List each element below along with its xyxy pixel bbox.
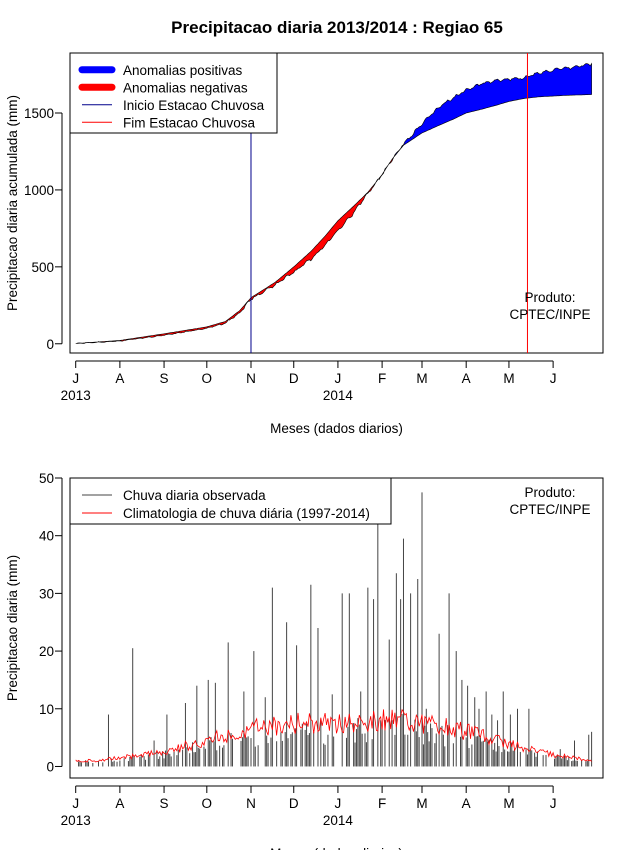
x-tick-label: M — [416, 796, 427, 811]
annotation-line: Produto: — [524, 485, 575, 500]
y-tick-label: 20 — [39, 644, 54, 659]
x-tick-label: A — [115, 371, 124, 386]
legend-label: Inicio Estacao Chuvosa — [123, 98, 265, 113]
positive-anomaly-area — [76, 342, 82, 344]
x-tick-label: N — [246, 796, 256, 811]
y-tick-label: 0 — [46, 759, 54, 774]
y-tick-label: 30 — [39, 586, 54, 601]
x-tick-label: O — [202, 796, 213, 811]
x-tick-label: S — [160, 796, 169, 811]
x-tick-label: M — [503, 796, 514, 811]
legend-label: Chuva diaria observada — [123, 488, 266, 503]
x-tick-label: J — [72, 371, 79, 386]
figure-title: Precipitacao diaria 2013/2014 : Regiao 6… — [171, 18, 503, 37]
observed-daily-bars — [78, 492, 593, 767]
x-tick-label: M — [416, 371, 427, 386]
x-tick-label: A — [115, 796, 124, 811]
x-tick-label: J — [335, 371, 342, 386]
plot-frame — [69, 52, 604, 354]
x-tick-label: F — [378, 796, 386, 811]
y-axis-title: Precipitacao diaria (mm) — [5, 555, 20, 701]
legend-label: Fim Estacao Chuvosa — [123, 115, 256, 130]
y-tick-label: 40 — [39, 529, 54, 544]
x-tick-label: M — [503, 371, 514, 386]
y-tick-label: 500 — [31, 260, 54, 275]
x-tick-label: J — [72, 796, 79, 811]
positive-anomaly-area — [384, 162, 390, 172]
x-tick-label: J — [550, 371, 557, 386]
year-label: 2013 — [61, 388, 91, 403]
x-tick-label: N — [246, 371, 256, 386]
annotation-line: Produto: — [524, 290, 575, 305]
legend-label: Climatologia de chuva diária (1997-2014) — [123, 506, 370, 521]
y-tick-label: 10 — [39, 702, 54, 717]
x-tick-label: D — [289, 796, 299, 811]
year-label: 2013 — [61, 813, 91, 828]
negative-anomaly-area — [81, 342, 86, 344]
negative-anomaly-area — [379, 168, 386, 181]
y-axis-title: Precipitacao diaria acumulada (mm) — [5, 95, 20, 311]
y-tick-label: 1500 — [24, 106, 54, 121]
x-tick-label: S — [160, 371, 169, 386]
x-tick-label: J — [335, 796, 342, 811]
x-axis-title: Meses (dados diarios) — [270, 846, 403, 850]
legend-label: Anomalias negativas — [123, 80, 248, 95]
y-tick-label: 1000 — [24, 183, 54, 198]
year-label: 2014 — [323, 813, 354, 828]
x-tick-label: J — [550, 796, 557, 811]
x-axis-title: Meses (dados diarios) — [270, 421, 403, 436]
accumulated-precipitation-chart: 0 500 1000 1500 J A S O N D J F M A M J 2013 2014 Meses (d… — [5, 52, 604, 436]
negative-anomaly-area — [89, 341, 99, 344]
x-tick-label: O — [202, 371, 213, 386]
year-label: 2014 — [323, 388, 354, 403]
negative-anomaly-area — [388, 154, 396, 165]
negative-anomaly-area — [99, 181, 377, 343]
legend-label: Anomalias positivas — [123, 63, 243, 78]
positive-anomaly-area — [376, 177, 380, 183]
climatology-line — [75, 708, 592, 763]
y-tick-label: 50 — [39, 471, 54, 486]
x-tick-label: A — [462, 371, 471, 386]
daily-precipitation-chart: 0 10 20 30 40 50 J A S O N D J F M A M J 2013 2014 Meses (da… — [5, 471, 604, 850]
positive-anomaly-area — [85, 341, 91, 344]
positive-anomaly-area — [394, 62, 592, 157]
y-tick-label: 0 — [46, 337, 54, 352]
annotation-line: CPTEC/INPE — [509, 502, 590, 517]
legend-box — [69, 477, 392, 525]
x-tick-label: D — [289, 371, 299, 386]
annotation-line: CPTEC/INPE — [509, 307, 590, 322]
x-tick-label: F — [378, 371, 386, 386]
x-tick-label: A — [462, 796, 471, 811]
